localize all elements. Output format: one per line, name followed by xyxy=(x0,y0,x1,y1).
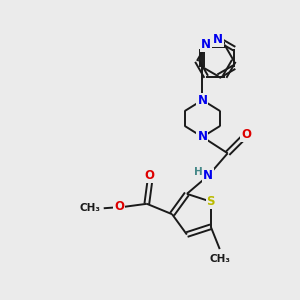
Text: O: O xyxy=(242,128,251,141)
Text: N: N xyxy=(213,33,224,46)
Text: O: O xyxy=(145,169,155,182)
Text: S: S xyxy=(206,195,215,208)
Text: H: H xyxy=(194,167,203,177)
Text: N: N xyxy=(197,130,207,143)
Text: N: N xyxy=(197,94,207,106)
Text: CH₃: CH₃ xyxy=(209,254,230,263)
Text: N: N xyxy=(203,169,213,182)
Text: N: N xyxy=(201,38,211,51)
Text: CH₃: CH₃ xyxy=(79,203,100,213)
Text: O: O xyxy=(114,200,124,213)
